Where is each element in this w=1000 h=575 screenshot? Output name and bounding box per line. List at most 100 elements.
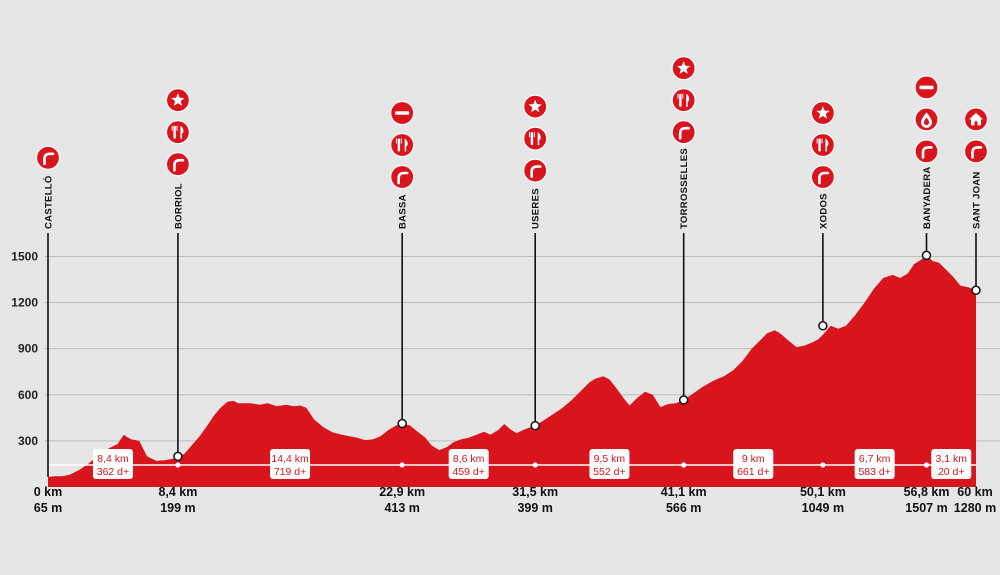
- stop-marker: [971, 285, 981, 296]
- cutlery-icon: [165, 120, 191, 145]
- knife-glyph: [686, 93, 690, 107]
- km-alt-label: 0 km 65 m: [34, 485, 63, 515]
- fork-glyph: [679, 93, 682, 107]
- cutlery-icon: [671, 88, 696, 113]
- no-entry-icon: [390, 100, 415, 126]
- climb-glyph: [678, 126, 690, 140]
- segment-box: [854, 449, 895, 479]
- climb-icon: [810, 164, 835, 190]
- icon-circle: [914, 139, 939, 164]
- drop-inner: [923, 117, 930, 125]
- km-label: 22,9 km: [379, 485, 425, 499]
- segment-gain: 583 d+: [858, 466, 890, 478]
- baseline-dot: [532, 462, 538, 468]
- knife-glyph: [180, 125, 184, 139]
- y-tick-label: 300: [18, 434, 38, 448]
- altitude-label: 1049 m: [802, 501, 844, 515]
- altitude-label: 65 m: [34, 501, 63, 515]
- star-icon: [523, 94, 548, 119]
- y-tick-label: 900: [18, 342, 38, 356]
- stop-useres: USERES: [523, 94, 548, 431]
- segment-distance: 6,7 km: [859, 453, 891, 465]
- km-alt-label: 56,8 km 1507 m: [904, 485, 950, 515]
- stops: CASTELLÓ BORRIOL BASSA USERES TORROSSELLES XO…: [35, 56, 989, 478]
- climb-icon: [35, 145, 61, 170]
- segment-gain: 719 d+: [274, 466, 306, 478]
- no-entry-icon: [914, 75, 939, 100]
- house-glyph: [969, 112, 983, 126]
- segment-box: [448, 449, 489, 479]
- stop-marker: [397, 418, 407, 429]
- segment-distance: 8,4 km: [97, 453, 129, 465]
- climb-icon: [671, 120, 696, 145]
- segment-gain: 459 d+: [452, 466, 484, 478]
- altitude-label: 399 m: [517, 501, 552, 515]
- no-entry-glyph: [919, 85, 934, 90]
- segment-distance: 9,5 km: [594, 453, 626, 465]
- climb-icon: [523, 158, 548, 183]
- icon-circle: [523, 126, 548, 151]
- stop-name: USERES: [531, 188, 542, 229]
- altitude-label: 566 m: [666, 501, 701, 515]
- stop-sant-joan: SANT JOAN: [963, 107, 989, 296]
- km-label: 56,8 km: [904, 485, 950, 499]
- icon-circle: [963, 139, 989, 164]
- stop-name: BASSA: [398, 194, 409, 229]
- fork-tine: [171, 125, 173, 131]
- climb-glyph: [43, 152, 55, 166]
- star-glyph: [528, 99, 542, 113]
- segment-box: [733, 449, 774, 479]
- altitude-label: 1280 m: [954, 501, 996, 515]
- fork-glyph: [818, 138, 821, 152]
- stop-name: CASTELLÓ: [43, 175, 55, 229]
- altitude-label: 1507 m: [905, 501, 947, 515]
- icon-circle: [523, 158, 548, 183]
- fork-tine: [395, 138, 397, 144]
- km-label: 31,5 km: [512, 485, 558, 499]
- segment-gain: 20 d+: [938, 466, 965, 478]
- no-entry-glyph: [395, 111, 410, 115]
- baseline-dot: [820, 462, 826, 468]
- stop-torrosselles: TORROSSELLES: [671, 56, 696, 405]
- segment-box: [589, 449, 630, 479]
- icon-circle: [810, 164, 835, 190]
- stop-marker: [530, 420, 540, 431]
- climb-icon: [165, 152, 191, 177]
- fork-glyph: [530, 132, 534, 146]
- segment-distance: 9 km: [742, 453, 765, 465]
- icon-circle: [810, 132, 835, 158]
- stop-castelló: CASTELLÓ: [35, 145, 61, 478]
- climb-glyph: [397, 171, 409, 185]
- stop-name: TORROSSELLES: [679, 148, 690, 229]
- star-glyph: [171, 93, 185, 106]
- fork-tine: [821, 138, 823, 144]
- icon-circle: [35, 145, 61, 170]
- cutlery-icon: [523, 126, 548, 151]
- segment-gain: 661 d+: [737, 466, 769, 478]
- star-icon: [671, 56, 696, 81]
- km-label: 8,4 km: [158, 485, 197, 499]
- icon-circle: [390, 164, 415, 190]
- stop-xodos: XODOS: [810, 100, 835, 331]
- fork-glyph: [397, 138, 401, 152]
- segment-box: [92, 449, 133, 479]
- km-alt-label: 60 km 1280 m: [954, 485, 996, 515]
- km-label: 50,1 km: [800, 485, 846, 499]
- climb-icon: [963, 139, 989, 164]
- baseline-dot: [923, 462, 930, 468]
- km-alt-label: 22,9 km 413 m: [379, 485, 425, 515]
- climb-icon: [390, 164, 415, 190]
- fork-tine: [400, 138, 402, 144]
- cutlery-icon: [810, 132, 835, 158]
- climb-glyph: [921, 146, 933, 159]
- climb-glyph: [818, 171, 830, 185]
- fork-tine: [176, 125, 178, 131]
- elevation-area: [48, 255, 976, 487]
